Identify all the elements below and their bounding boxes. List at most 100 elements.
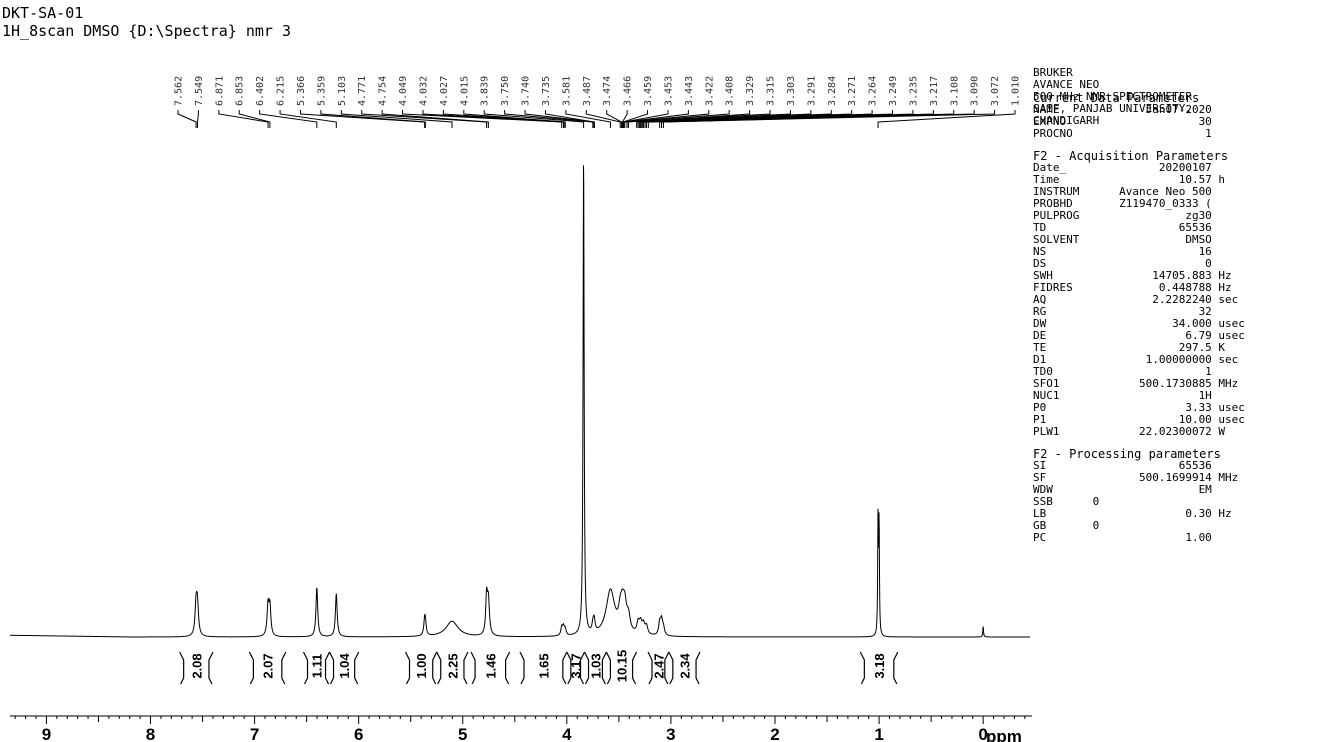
svg-text:4.015: 4.015 (459, 76, 470, 106)
peak-label: 3.839 (480, 76, 585, 128)
parameter-row: LB 0.30 Hz (1033, 507, 1232, 520)
integral-region: 2.47 (647, 651, 670, 685)
axis-tick-label: 9 (42, 725, 51, 742)
axis-tick-label: 2 (770, 725, 779, 742)
peak-label: 3.443 (624, 76, 695, 128)
integral-value: 1.03 (588, 653, 603, 678)
svg-text:3.217: 3.217 (929, 76, 940, 106)
parameter-row: PROBHD Z119470_0333 ( (1033, 197, 1212, 210)
peak-label: 3.329 (636, 76, 756, 128)
svg-text:3.474: 3.474 (602, 76, 613, 106)
parameter-row: SFO1 500.1730885 MHz (1033, 377, 1239, 390)
parameter-row: AQ 2.2282240 sec (1033, 293, 1239, 306)
peak-label: 5.366 (296, 76, 426, 128)
peak-label: 3.453 (623, 76, 674, 128)
instrument-line: 500 MHz NMR SPECTROMETER (1033, 90, 1192, 103)
parameter-row: FIDRES 0.448788 Hz (1033, 281, 1232, 294)
svg-text:3.315: 3.315 (766, 76, 777, 106)
integral-region: 1.04 (328, 651, 360, 685)
parameter-row: SF 500.1699914 MHz (1033, 471, 1239, 484)
peak-labels: 7.562 7.549 6.871 6.853 6.402 6.215 5.366 5.359… (174, 76, 1022, 128)
peak-label: 3.740 (521, 76, 595, 128)
peak-label: 3.487 (582, 76, 621, 128)
integral-region: 1.46 (470, 651, 511, 685)
instrument-line: CHANDIGARH (1033, 114, 1099, 127)
parameter-row: DE 6.79 usec (1033, 329, 1245, 342)
svg-text:7.549: 7.549 (194, 76, 205, 106)
peak-label: 3.735 (541, 76, 595, 128)
peak-label: 1.010 (877, 76, 1022, 128)
svg-text:3.090: 3.090 (970, 76, 981, 106)
svg-text:3.839: 3.839 (480, 76, 491, 106)
parameter-row: P0 3.33 usec (1033, 401, 1245, 414)
axis-tick-label: 3 (666, 725, 675, 742)
svg-text:5.366: 5.366 (296, 76, 307, 106)
peak-label: 3.474 (602, 76, 623, 128)
parameter-row: PROCNO 1 (1033, 127, 1212, 140)
peak-label: 3.315 (637, 76, 777, 128)
svg-text:7.562: 7.562 (174, 76, 185, 106)
spectrum-header: DKT-SA-01 1H_8scan DMSO {D:\Spectra} nmr… (2, 4, 291, 40)
peak-label: 6.871 (214, 76, 269, 128)
instrument-line: AVANCE NEO (1033, 78, 1099, 91)
svg-text:3.466: 3.466 (623, 76, 634, 106)
parameter-row: PLW1 22.02300072 W (1033, 425, 1226, 438)
peak-label: 3.750 (500, 76, 594, 128)
axis-tick-label: 1 (874, 725, 883, 742)
experiment-title: 1H_8scan DMSO {D:\Spectra} nmr 3 (2, 22, 291, 40)
peak-label: 4.754 (378, 76, 489, 128)
integral-region: 10.15 (605, 650, 638, 685)
integral-region: 1.00 (404, 651, 438, 685)
integral-value: 2.34 (677, 653, 692, 679)
axis-tick-label: 7 (250, 725, 259, 742)
axis-label: ppm (986, 727, 1022, 742)
svg-text:3.284: 3.284 (827, 76, 838, 106)
parameter-row: DS 0 (1033, 257, 1212, 270)
parameter-row: NS 16 (1033, 245, 1212, 258)
parameter-row: NUC1 1H (1033, 389, 1212, 402)
parameter-row: SWH 14705.883 Hz (1033, 269, 1232, 282)
parameter-row: TD0 1 (1033, 365, 1212, 378)
parameter-row: SSB 0 (1033, 495, 1100, 508)
integral-region: 2.07 (248, 651, 287, 685)
integral-value: 3.18 (872, 653, 887, 678)
integral-value: 1.65 (536, 653, 551, 678)
parameter-row: SOLVENT DMSO (1033, 233, 1212, 246)
instrument-line: SAIF, PANJAB UNIVERSITY, (1033, 102, 1192, 115)
svg-text:3.487: 3.487 (582, 76, 593, 106)
svg-text:3.750: 3.750 (500, 76, 511, 106)
parameter-row: SI 65536 (1033, 459, 1212, 472)
parameter-row: TE 297.5 K (1033, 341, 1226, 354)
parameter-row: TD 65536 (1033, 221, 1212, 234)
svg-text:3.408: 3.408 (725, 76, 736, 106)
peak-label: 3.422 (626, 76, 715, 128)
integral-region: 1.03 (583, 651, 607, 685)
svg-text:4.027: 4.027 (439, 76, 450, 106)
svg-text:3.291: 3.291 (806, 76, 817, 106)
spectrum-trace (10, 165, 1030, 638)
peak-label: 3.466 (621, 76, 634, 128)
peak-label: 4.049 (398, 76, 563, 128)
svg-text:4.049: 4.049 (398, 76, 409, 106)
svg-text:4.032: 4.032 (418, 76, 429, 106)
acquisition-parameters-panel: Current Data Parameters NAME Jan07-2020 EX… (1033, 92, 1331, 544)
parameter-row: DW 34.000 usec (1033, 317, 1245, 330)
integral-value: 2.08 (189, 653, 204, 678)
parameter-section-title: Current Data Parameters (1033, 92, 1200, 105)
integral-value: 2.07 (261, 653, 276, 678)
axis-tick-label: 8 (146, 725, 155, 742)
peak-label: 3.408 (627, 76, 736, 128)
peak-label: 3.303 (638, 76, 797, 128)
peak-label: 3.459 (622, 76, 654, 128)
parameter-row: INSTRUM Avance Neo 500 (1033, 185, 1212, 198)
integral-value: 2.47 (651, 653, 666, 678)
peak-label: 7.562 (174, 76, 197, 128)
integral-value: 2.25 (445, 653, 460, 678)
integral-value: 3.17 (569, 653, 584, 678)
svg-text:3.459: 3.459 (643, 76, 654, 106)
integral-region: 1.11 (302, 651, 331, 685)
svg-text:6.871: 6.871 (214, 76, 225, 106)
parameter-row: EXPNO 30 (1033, 115, 1212, 128)
svg-text:3.453: 3.453 (663, 76, 674, 106)
